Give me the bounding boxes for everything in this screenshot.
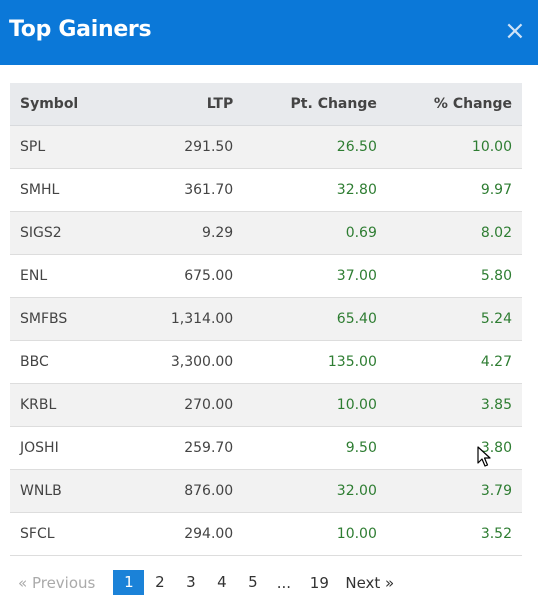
page-5-button[interactable]: 5 bbox=[248, 573, 258, 591]
symbol-cell[interactable]: SMHL bbox=[10, 168, 128, 212]
table-row[interactable]: SIGS2 9.29 0.69 8.02 bbox=[10, 211, 522, 255]
page-3-button[interactable]: 3 bbox=[186, 573, 196, 591]
pct-change-cell: 3.85 bbox=[386, 383, 522, 427]
column-header-pt-change[interactable]: Pt. Change bbox=[243, 83, 387, 126]
pct-change-cell: 3.80 bbox=[386, 426, 522, 470]
pt-change-cell: 135.00 bbox=[243, 340, 387, 384]
table-row[interactable]: SMHL 361.70 32.80 9.97 bbox=[10, 168, 522, 212]
table-row[interactable]: KRBL 270.00 10.00 3.85 bbox=[10, 383, 522, 427]
ltp-cell: 3,300.00 bbox=[127, 340, 244, 384]
pt-change-cell: 26.50 bbox=[243, 125, 387, 169]
ltp-cell: 675.00 bbox=[127, 254, 244, 298]
pagination-ellipsis: ... bbox=[276, 573, 291, 592]
ltp-cell: 270.00 bbox=[127, 383, 244, 427]
ltp-cell: 294.00 bbox=[127, 512, 244, 556]
pt-change-cell: 32.80 bbox=[243, 168, 387, 212]
ltp-cell: 259.70 bbox=[127, 426, 244, 470]
symbol-cell[interactable]: WNLB bbox=[10, 469, 128, 513]
symbol-cell[interactable]: ENL bbox=[10, 254, 128, 298]
pct-change-cell: 4.27 bbox=[386, 340, 522, 384]
table-row[interactable]: SFCL 294.00 10.00 3.52 bbox=[10, 512, 522, 556]
column-header-ltp[interactable]: LTP bbox=[127, 83, 244, 126]
pct-change-cell: 10.00 bbox=[386, 125, 522, 169]
ltp-cell: 876.00 bbox=[127, 469, 244, 513]
pt-change-cell: 32.00 bbox=[243, 469, 387, 513]
ltp-cell: 361.70 bbox=[127, 168, 244, 212]
table-row[interactable]: SPL 291.50 26.50 10.00 bbox=[10, 125, 522, 169]
symbol-cell[interactable]: SIGS2 bbox=[10, 211, 128, 255]
ltp-cell: 291.50 bbox=[127, 125, 244, 169]
pct-change-cell: 9.97 bbox=[386, 168, 522, 212]
symbol-cell[interactable]: SPL bbox=[10, 125, 128, 169]
top-gainers-table: Symbol LTP Pt. Change % Change SPL 291.50… bbox=[10, 83, 522, 556]
pct-change-cell: 5.24 bbox=[386, 297, 522, 341]
pt-change-cell: 9.50 bbox=[243, 426, 387, 470]
page-2-button[interactable]: 2 bbox=[155, 573, 165, 591]
page-19-button[interactable]: 19 bbox=[309, 573, 329, 592]
pct-change-cell: 8.02 bbox=[386, 211, 522, 255]
column-header-symbol[interactable]: Symbol bbox=[10, 83, 128, 126]
mouse-cursor-icon bbox=[477, 446, 491, 467]
symbol-cell[interactable]: SFCL bbox=[10, 512, 128, 556]
ltp-cell: 9.29 bbox=[127, 211, 244, 255]
table-row[interactable]: ENL 675.00 37.00 5.80 bbox=[10, 254, 522, 298]
page-1-button[interactable]: 1 bbox=[113, 570, 145, 595]
table-row[interactable]: JOSHI 259.70 9.50 3.80 bbox=[10, 426, 522, 470]
symbol-cell[interactable]: JOSHI bbox=[10, 426, 128, 470]
table-row[interactable]: SMFBS 1,314.00 65.40 5.24 bbox=[10, 297, 522, 341]
table-header-row: Symbol LTP Pt. Change % Change bbox=[10, 83, 522, 126]
page-4-button[interactable]: 4 bbox=[217, 573, 227, 591]
column-header-pct-change[interactable]: % Change bbox=[386, 83, 522, 126]
pagination: « Previous 1 2 3 4 5 ... 19 Next » bbox=[18, 570, 394, 595]
close-icon[interactable]: × bbox=[504, 16, 526, 46]
pt-change-cell: 0.69 bbox=[243, 211, 387, 255]
previous-page-button[interactable]: « Previous bbox=[18, 573, 96, 592]
symbol-cell[interactable]: SMFBS bbox=[10, 297, 128, 341]
pct-change-cell: 3.52 bbox=[386, 512, 522, 556]
pt-change-cell: 37.00 bbox=[243, 254, 387, 298]
modal-header: Top Gainers × bbox=[0, 0, 538, 65]
symbol-cell[interactable]: BBC bbox=[10, 340, 128, 384]
table-row[interactable]: BBC 3,300.00 135.00 4.27 bbox=[10, 340, 522, 384]
next-page-button[interactable]: Next » bbox=[345, 573, 395, 592]
pt-change-cell: 10.00 bbox=[243, 512, 387, 556]
table-row[interactable]: WNLB 876.00 32.00 3.79 bbox=[10, 469, 522, 513]
modal-title: Top Gainers bbox=[9, 17, 152, 42]
pt-change-cell: 10.00 bbox=[243, 383, 387, 427]
pct-change-cell: 3.79 bbox=[386, 469, 522, 513]
pct-change-cell: 5.80 bbox=[386, 254, 522, 298]
symbol-cell[interactable]: KRBL bbox=[10, 383, 128, 427]
ltp-cell: 1,314.00 bbox=[127, 297, 244, 341]
pt-change-cell: 65.40 bbox=[243, 297, 387, 341]
